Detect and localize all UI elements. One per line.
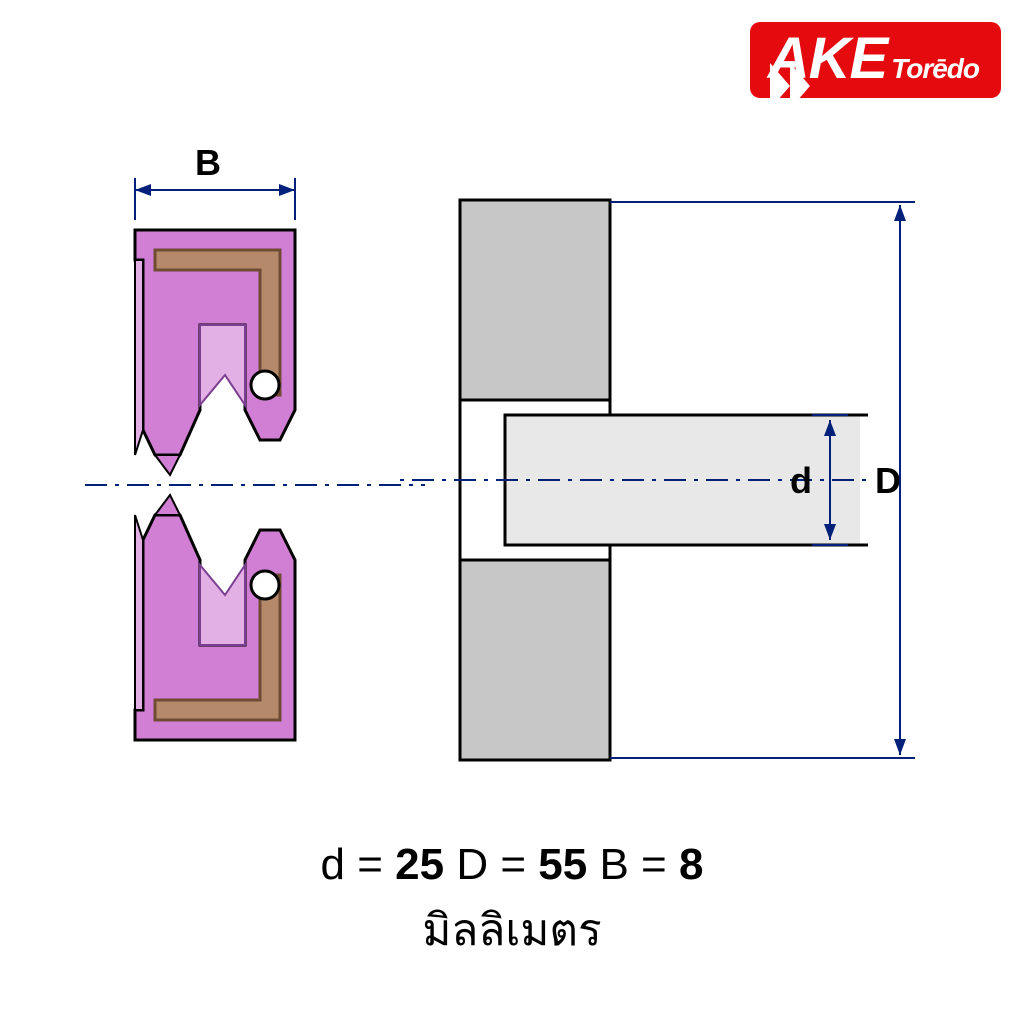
brand-logo: AKETorēdo bbox=[750, 22, 1001, 98]
b-dimension-line bbox=[95, 160, 375, 220]
b-label: B bbox=[195, 142, 221, 184]
dimension-caption-line1: d = 25 D = 55 B = 8 bbox=[0, 840, 1024, 890]
dimension-caption-line2: มิลลิเมตร bbox=[0, 895, 1024, 965]
housing-shaft-diagram bbox=[400, 175, 940, 795]
dim-text: d = bbox=[321, 840, 396, 889]
dim-value: 8 bbox=[679, 840, 703, 889]
shared-centerline bbox=[85, 483, 425, 487]
dim-text: D = bbox=[444, 840, 538, 889]
D-label: D bbox=[875, 460, 901, 502]
logo-sub-text: Torēdo bbox=[891, 53, 979, 84]
dim-text: B = bbox=[587, 840, 679, 889]
dim-value: 55 bbox=[538, 840, 587, 889]
dim-value: 25 bbox=[395, 840, 444, 889]
d-label: d bbox=[790, 460, 812, 502]
